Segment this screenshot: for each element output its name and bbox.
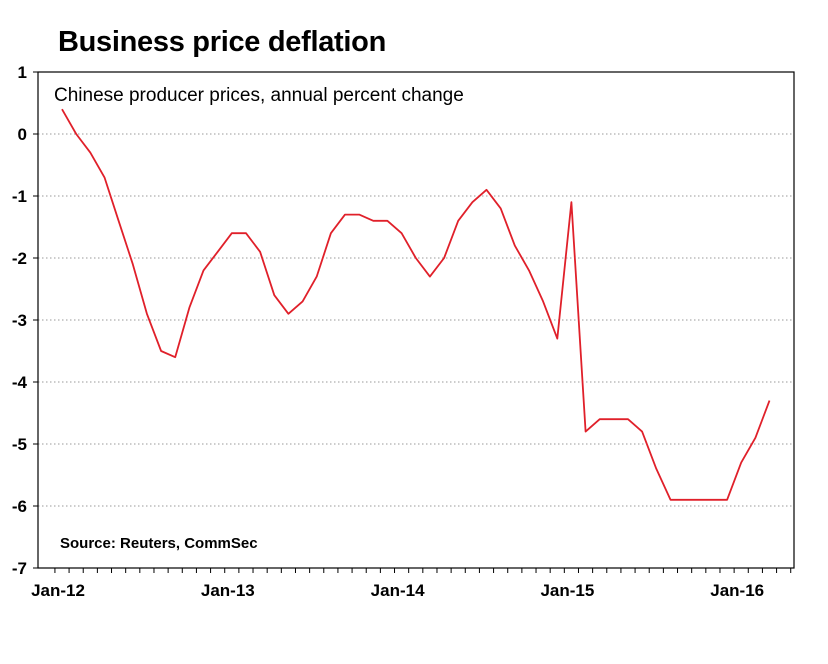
y-tick-label: -1 bbox=[12, 187, 27, 206]
y-axis: 1 0 -1 -2 -3 -4 -5 -6 -7 bbox=[12, 63, 38, 578]
y-tick-label: 0 bbox=[18, 125, 27, 144]
source-note: Source: Reuters, CommSec bbox=[60, 535, 258, 552]
chart-subtitle: Chinese producer prices, annual percent … bbox=[54, 85, 464, 106]
chart-title: Business price deflation bbox=[58, 26, 386, 58]
gridlines bbox=[38, 133, 794, 507]
y-tick-label: -2 bbox=[12, 249, 27, 268]
x-axis: Jan-12 Jan-13 Jan-14 Jan-15 Jan-16 bbox=[31, 568, 792, 600]
y-tick-label: -7 bbox=[12, 559, 27, 578]
y-tick-label: -4 bbox=[12, 373, 28, 392]
x-tick-label: Jan-16 bbox=[710, 581, 764, 600]
x-tick-label: Jan-15 bbox=[540, 581, 594, 600]
x-tick-label: Jan-12 bbox=[31, 581, 85, 600]
y-tick-label: 1 bbox=[18, 63, 27, 82]
x-tick-label: Jan-13 bbox=[201, 581, 255, 600]
x-tick-label: Jan-14 bbox=[371, 581, 425, 600]
y-tick-label: -5 bbox=[12, 435, 27, 454]
y-tick-label: -6 bbox=[12, 497, 27, 516]
series-line bbox=[61, 108, 771, 501]
y-tick-label: -3 bbox=[12, 311, 27, 330]
